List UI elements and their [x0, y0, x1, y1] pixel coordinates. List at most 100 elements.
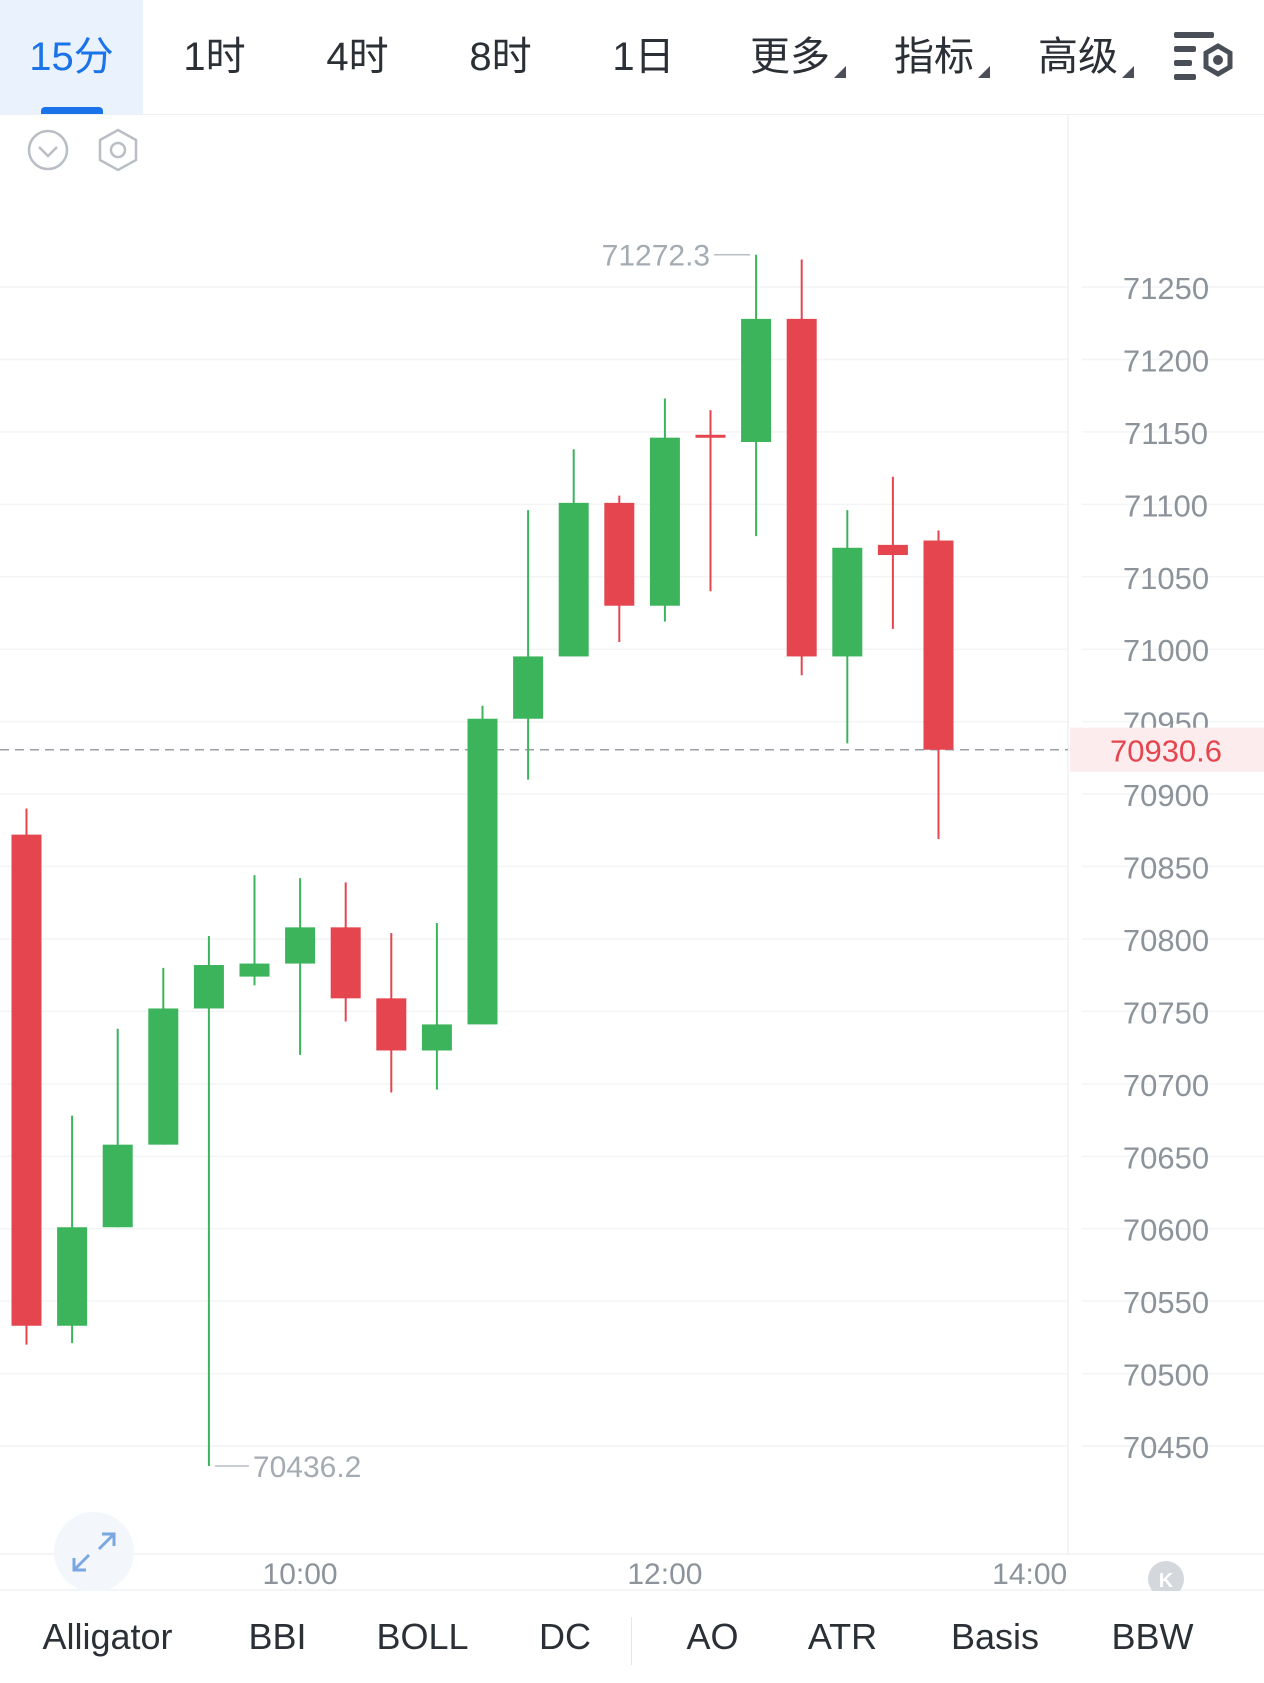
- candle-body: [239, 963, 270, 977]
- y-tick-label: 71050: [1123, 561, 1209, 596]
- tab-4h[interactable]: 4时: [286, 0, 429, 114]
- indicator-ao[interactable]: AO: [660, 1591, 765, 1665]
- y-tick-label: 70650: [1123, 1140, 1209, 1175]
- y-tick-label: 70550: [1123, 1285, 1209, 1320]
- indicator-label: BBI: [248, 1616, 307, 1657]
- indicator-label: BOLL: [376, 1616, 469, 1657]
- candle[interactable]: [467, 705, 498, 1025]
- candle[interactable]: [923, 530, 954, 839]
- indicator-atr[interactable]: ATR: [790, 1591, 895, 1665]
- candle-body: [11, 834, 42, 1326]
- candle-body: [330, 927, 361, 999]
- candle-body: [923, 540, 954, 750]
- high-price-label: 71272.3: [602, 240, 710, 273]
- tab-15min[interactable]: 15分: [0, 0, 143, 114]
- candle-body: [102, 1144, 133, 1228]
- indicator-bar: Alligator BBI BOLL DC AO ATR Basis BBW: [0, 1591, 1264, 1665]
- candle[interactable]: [513, 510, 544, 780]
- candle[interactable]: [695, 410, 726, 592]
- tab-advanced-dropdown[interactable]: 高级: [1028, 0, 1134, 114]
- candle[interactable]: [877, 476, 908, 629]
- indicator-basis[interactable]: Basis: [930, 1591, 1060, 1665]
- x-tick-label: 12:00: [627, 1558, 702, 1591]
- candle[interactable]: [786, 259, 817, 676]
- candle-body: [193, 965, 224, 1009]
- y-tick-label: 71200: [1123, 343, 1209, 378]
- indicator-label: Basis: [950, 1616, 1040, 1657]
- indicator-boll[interactable]: BOLL: [360, 1591, 485, 1665]
- dropdown-triangle-icon: [978, 66, 990, 78]
- candle-body: [513, 656, 544, 719]
- candle-body: [285, 927, 316, 964]
- tab-more-dropdown[interactable]: 更多: [740, 0, 846, 114]
- candle-body: [832, 547, 863, 657]
- current-price-label: 70930.6: [1110, 734, 1222, 769]
- x-tick-label: 10:00: [263, 1558, 338, 1591]
- candle[interactable]: [741, 254, 772, 537]
- candle[interactable]: [376, 933, 407, 1093]
- candle[interactable]: [11, 808, 42, 1345]
- hexagon-settings-icon[interactable]: [98, 128, 138, 172]
- indicator-dc[interactable]: DC: [515, 1591, 615, 1665]
- candle[interactable]: [421, 923, 452, 1090]
- candle-body: [558, 502, 589, 657]
- tab-indicators-dropdown[interactable]: 指标: [884, 0, 990, 114]
- dropdown-triangle-icon: [834, 66, 846, 78]
- candle-body: [695, 434, 726, 438]
- indicator-bbi[interactable]: BBI: [225, 1591, 330, 1665]
- y-tick-label: 70900: [1123, 778, 1209, 813]
- candle[interactable]: [102, 1028, 133, 1228]
- candle[interactable]: [193, 936, 224, 1466]
- y-tick-label: 71250: [1123, 271, 1209, 306]
- indicator-alligator[interactable]: Alligator: [20, 1591, 195, 1665]
- chart-canvas: 7125071200711507110071050710007095070900…: [0, 114, 1264, 1591]
- candle[interactable]: [330, 882, 361, 1022]
- y-tick-label: 70600: [1123, 1213, 1209, 1248]
- indicator-label: DC: [539, 1616, 591, 1657]
- candle-body: [376, 998, 407, 1051]
- candle-body: [741, 318, 772, 443]
- x-tick-label: 14:00: [992, 1558, 1067, 1591]
- tab-8h[interactable]: 8时: [429, 0, 572, 114]
- y-tick-label: 71100: [1124, 488, 1208, 523]
- indicator-label: BBW: [1111, 1616, 1194, 1657]
- candle[interactable]: [285, 878, 316, 1055]
- candle-body: [786, 318, 817, 657]
- candle-body: [877, 544, 908, 556]
- candle[interactable]: [148, 967, 179, 1145]
- tab-label: 高级: [1038, 35, 1118, 79]
- candle-body: [467, 718, 498, 1025]
- active-tab-indicator: [40, 107, 103, 114]
- current-price-marker-bg: [1070, 727, 1264, 772]
- tab-label: 指标: [894, 35, 974, 79]
- tab-label: 15分: [29, 35, 114, 79]
- candle[interactable]: [649, 398, 680, 622]
- tab-label: 8时: [469, 35, 532, 79]
- candle[interactable]: [57, 1115, 88, 1344]
- low-price-label: 70436.2: [253, 1451, 361, 1484]
- tab-1d[interactable]: 1日: [572, 0, 715, 114]
- candle-body: [649, 437, 680, 606]
- indicator-label: AO: [686, 1616, 739, 1657]
- indicator-label: ATR: [807, 1616, 878, 1657]
- y-tick-label: 70750: [1123, 995, 1209, 1030]
- svg-text:K: K: [1159, 1570, 1174, 1591]
- candle[interactable]: [604, 495, 635, 642]
- chart-settings-icon[interactable]: [1172, 28, 1238, 84]
- tab-1h[interactable]: 1时: [143, 0, 286, 114]
- k-logo-icon: K: [1148, 1561, 1184, 1591]
- candle-body: [604, 502, 635, 606]
- collapse-icon[interactable]: [27, 129, 69, 171]
- candle-body: [421, 1024, 452, 1051]
- indicator-divider: [631, 1617, 632, 1665]
- candle[interactable]: [558, 449, 589, 657]
- candle[interactable]: [239, 875, 270, 986]
- candle-body: [148, 1008, 179, 1145]
- candlestick-chart[interactable]: 71250 71200 71150 71100 71050 71000 70950 70900…: [0, 114, 1264, 1592]
- timeframe-tab-bar: 15分 1时 4时 8时 1日 更多 指标 高级: [0, 0, 1264, 115]
- candle[interactable]: [832, 510, 863, 744]
- dropdown-triangle-icon: [1122, 66, 1134, 78]
- expand-button[interactable]: [54, 1512, 134, 1592]
- indicator-bbw[interactable]: BBW: [1090, 1591, 1215, 1665]
- tab-label: 1日: [612, 35, 675, 79]
